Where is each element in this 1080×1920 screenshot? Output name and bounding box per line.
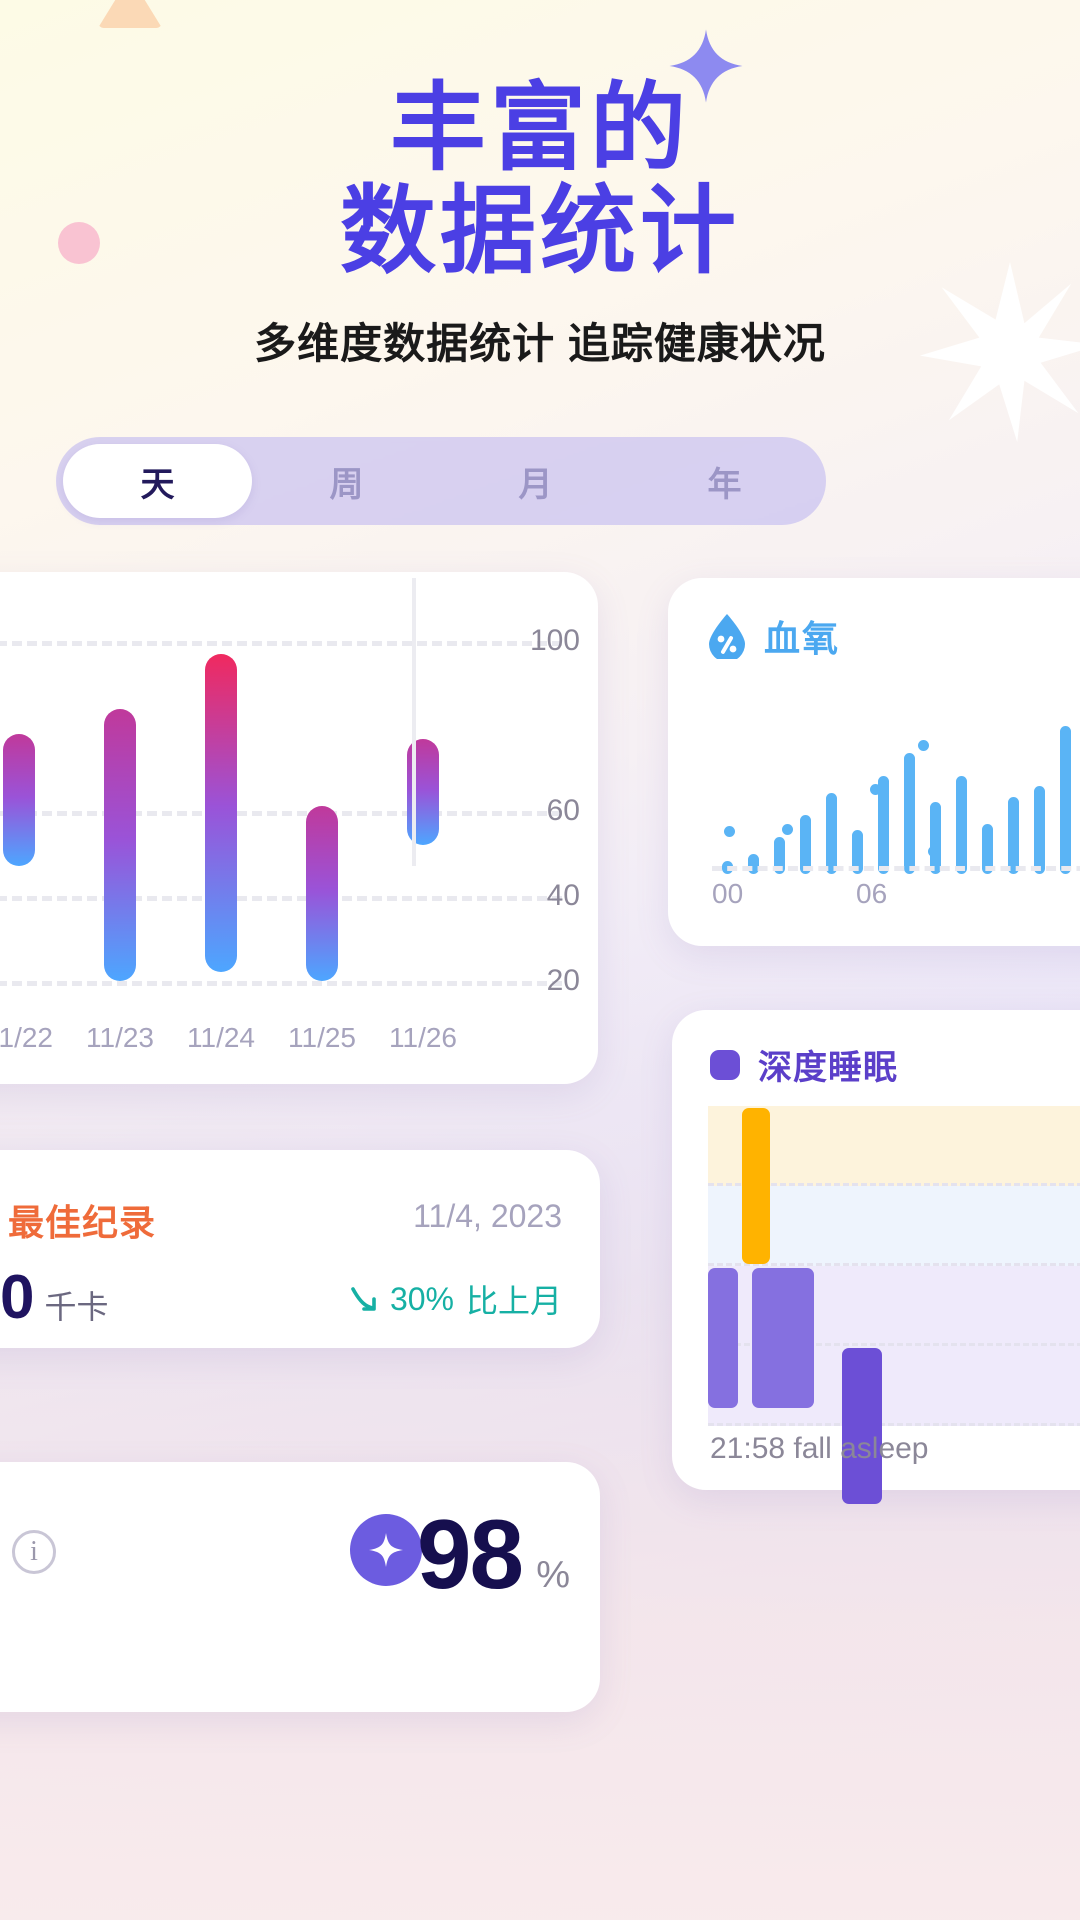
spo2-bar (774, 836, 785, 874)
tab-day[interactable]: 天 (63, 444, 252, 518)
sleep-block (842, 1348, 882, 1504)
spo2-bar (800, 815, 811, 874)
chart-gridline (0, 640, 562, 646)
chart-highlight-line (412, 578, 416, 866)
score-card[interactable]: i 98 % (0, 1462, 600, 1712)
spo2-dot (918, 740, 929, 751)
blood-oxygen-axis (712, 866, 1080, 871)
deep-sleep-header: 深度睡眠 (710, 1040, 898, 1089)
blood-oxygen-title: 血氧 (764, 618, 841, 659)
spo2-bar (904, 752, 915, 874)
best-record-delta-value: 30% (389, 1280, 454, 1317)
circle-shape (58, 222, 100, 264)
y-axis-tick-label: 20 (546, 963, 580, 997)
spo2-bar (1008, 796, 1019, 874)
sleep-block (742, 1108, 770, 1264)
x-axis-tick-label: 11/25 (288, 1022, 356, 1053)
chart-bar (3, 734, 35, 866)
best-record-unit: 千卡 (44, 1289, 109, 1325)
chart-bar (104, 708, 136, 981)
spo2-dot (782, 824, 793, 835)
legend-swatch-icon (710, 1049, 740, 1080)
spo2-bar (1060, 725, 1071, 874)
y-axis-tick-label: 40 (546, 878, 580, 912)
spo2-dot (904, 768, 915, 779)
x-axis-tick-label: 11/24 (187, 1022, 255, 1053)
y-axis-tick-label: 60 (546, 793, 580, 827)
page-title: 丰富的 数据统计 (0, 75, 1080, 285)
sleep-block (752, 1268, 814, 1408)
deep-sleep-card[interactable]: 深度睡眠 21:58 fall asleep (672, 1010, 1080, 1504)
spo2-bar (956, 776, 967, 874)
spo2-bar (1034, 786, 1045, 874)
spo2-dot (928, 846, 939, 857)
best-record-date: 11/4, 2023 (413, 1198, 562, 1234)
sleep-row (708, 1106, 1080, 1186)
range-bar-chart-plot (0, 590, 562, 1006)
spo2-tick-06: 06 (856, 878, 888, 909)
deep-sleep-title: 深度睡眠 (758, 1049, 898, 1087)
blood-oxygen-plot (712, 676, 1080, 874)
score-unit: % (536, 1554, 570, 1596)
x-axis-tick-label: 11/23 (86, 1022, 154, 1053)
tab-month[interactable]: 月 (518, 465, 553, 504)
best-record-value: 0 (0, 1263, 35, 1332)
spo2-bar (878, 776, 889, 874)
blood-oxygen-card[interactable]: 血氧 00 06 (668, 578, 1080, 946)
best-record-value-group: 0 千卡 (0, 1262, 109, 1333)
chart-bar (306, 806, 338, 981)
page-title-line-2: 数据统计 (340, 177, 740, 285)
period-segmented-control[interactable]: 天 周 月 年 (56, 437, 826, 525)
page-title-line-1: 丰富的 (390, 75, 690, 182)
chart-bar (205, 653, 237, 973)
tab-year[interactable]: 年 (707, 465, 742, 504)
spo2-bar (826, 793, 837, 874)
starburst-shape (920, 262, 1080, 442)
spo2-tick-00: 00 (712, 878, 744, 909)
arrow-down-right-icon (348, 1284, 378, 1314)
y-axis-tick-label: 100 (529, 623, 580, 657)
triangle-shape (98, 0, 162, 28)
best-record-delta-label: 比上月 (465, 1283, 562, 1319)
chart-gridline (0, 980, 562, 986)
tab-week[interactable]: 周 (329, 465, 364, 504)
best-record-delta: 30% 比上月 (348, 1276, 562, 1322)
spo2-dot (870, 784, 881, 795)
spo2-bar (852, 830, 863, 874)
sparkle-icon (350, 1514, 422, 1586)
chart-gridline (0, 895, 562, 901)
page-subtitle: 多维度数据统计 追踪健康状况 (254, 320, 826, 367)
deep-sleep-plot (708, 1106, 1080, 1504)
deep-sleep-caption: 21:58 fall asleep (710, 1432, 929, 1465)
score-value: 98 (416, 1499, 524, 1609)
spo2-bar (748, 853, 759, 874)
spo2-bar (930, 801, 941, 874)
best-record-card[interactable]: 最佳纪录 11/4, 2023 0 千卡 30% 比上月 (0, 1150, 600, 1348)
spo2-dot (724, 826, 735, 837)
sleep-row (708, 1186, 1080, 1266)
info-icon[interactable]: i (12, 1530, 56, 1574)
chart-gridline (0, 810, 562, 816)
water-drop-percent-icon (706, 613, 748, 662)
sparkle-icon (668, 28, 744, 104)
best-record-title: 最佳纪录 (8, 1202, 157, 1243)
blood-oxygen-header: 血氧 (706, 610, 840, 662)
x-axis-tick-label: 11/26 (389, 1022, 457, 1053)
sleep-block (708, 1268, 738, 1408)
x-axis-tick-label: 11/22 (0, 1022, 53, 1053)
spo2-bar (982, 823, 993, 874)
